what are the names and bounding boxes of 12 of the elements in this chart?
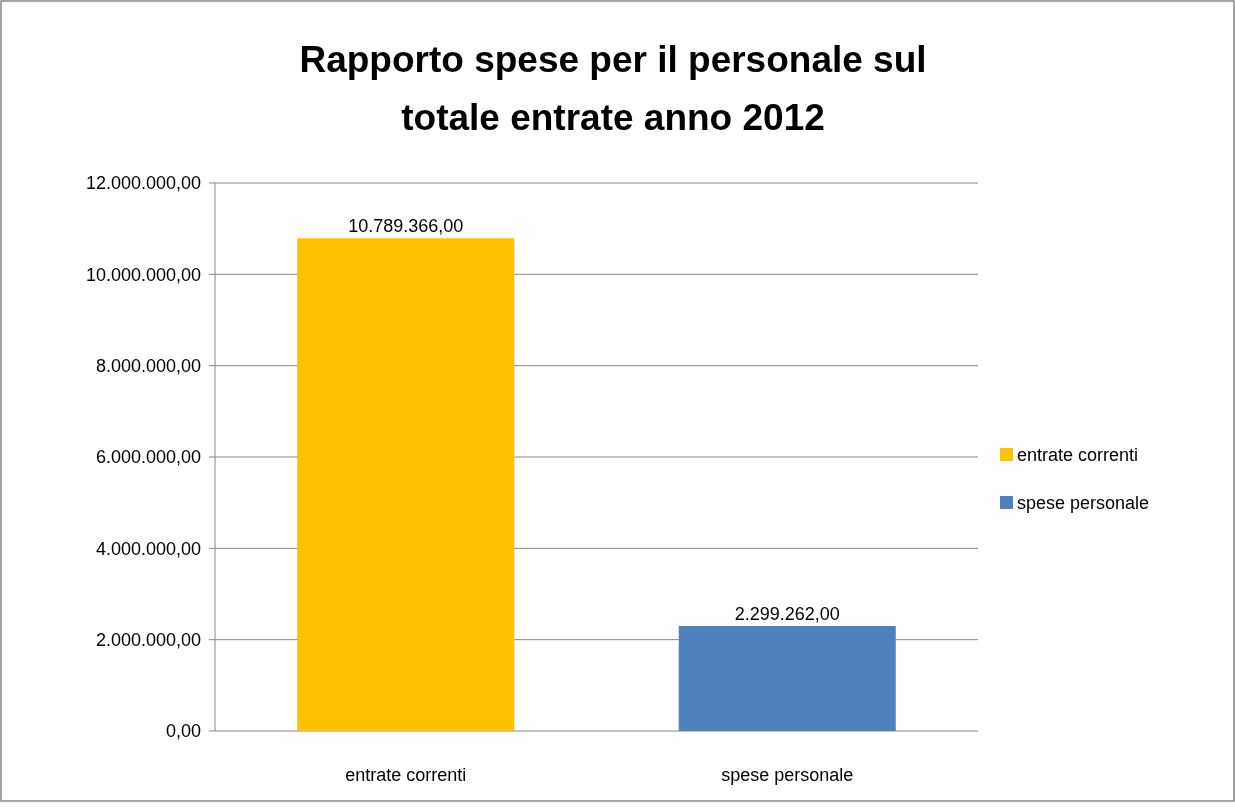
- y-tick-label: 12.000.000,00: [85, 173, 201, 194]
- data-label: 10.789.366,00: [348, 216, 464, 237]
- chart-title: Rapporto spese per il personale sul totale entrate anno 2012: [299, 39, 927, 138]
- legend-label: spese personale: [1017, 493, 1150, 514]
- y-tick-label: 0,00: [165, 721, 201, 742]
- data-label: 2.299.262,00: [734, 604, 840, 624]
- y-tick-label: 10.000.000,00: [85, 264, 201, 285]
- y-tick-label: 2.000.000,00: [95, 629, 201, 650]
- y-tick-label: 6.000.000,00: [95, 447, 201, 468]
- y-tick-label: 4.000.000,00: [95, 538, 201, 559]
- y-tick-label: 8.000.000,00: [95, 355, 201, 376]
- legend-label: entrate correnti: [1017, 445, 1139, 466]
